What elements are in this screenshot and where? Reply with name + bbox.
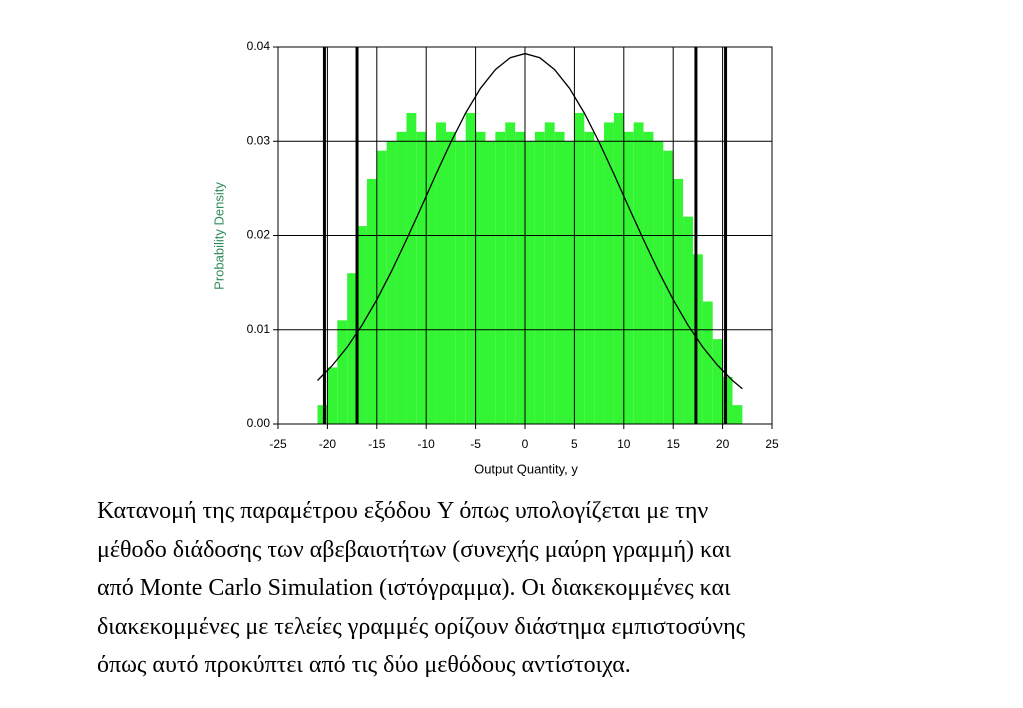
histogram-bar (544, 122, 555, 425)
histogram-bar (653, 141, 664, 424)
histogram-bar (366, 178, 377, 424)
x-tick-label: 0 (522, 437, 529, 451)
x-tick-label: 20 (716, 437, 730, 451)
histogram-bar (416, 131, 427, 424)
caption-line: διακεκομμένες με τελείες γραμμές ορίζουν… (97, 613, 746, 640)
histogram-bar (495, 131, 506, 424)
plot-frame (277, 46, 773, 425)
x-tick-label: 5 (571, 437, 578, 451)
histogram-bar (515, 131, 525, 424)
histogram-bar (633, 122, 644, 425)
x-tick-label: 15 (667, 437, 681, 451)
histogram-bar (722, 376, 733, 424)
histogram-bar (317, 405, 328, 424)
histogram-bar (525, 141, 535, 424)
y-tick-label: 0.04 (247, 39, 271, 53)
y-tick-label: 0.00 (247, 416, 271, 430)
x-tick-label: -15 (368, 437, 386, 451)
caption-line: μέθοδο διάδοσης των αβεβαιοτήτων (συνεχή… (97, 536, 731, 563)
x-axis-label: Output Quantity, y (474, 461, 578, 476)
histogram-bar (584, 131, 595, 424)
histogram-bar (534, 131, 545, 424)
histogram-bar (347, 273, 358, 424)
histogram-bar (436, 122, 446, 425)
caption-line: από Monte Carlo Simulation (ιστόγραμμα).… (97, 575, 731, 601)
histogram-bar (505, 122, 516, 425)
x-tick-label: 25 (765, 437, 779, 451)
histogram-bar (613, 112, 624, 424)
histogram-bar (475, 131, 486, 424)
histogram-bar (455, 141, 466, 424)
x-tick-label: -5 (470, 437, 481, 451)
y-axis-label: Probability Density (211, 182, 226, 290)
caption: Κατανομή της παραμέτρου εξόδου Y όπως υπ… (97, 492, 997, 685)
density-curve (317, 52, 743, 390)
y-tick-label: 0.03 (247, 133, 271, 147)
y-tick-label: 0.02 (247, 228, 271, 242)
histogram-bar (396, 131, 407, 424)
histogram-bar (732, 405, 743, 424)
x-tick-label: -25 (269, 437, 287, 451)
x-tick-label: -20 (319, 437, 337, 451)
histogram-bar (712, 339, 723, 424)
histogram-bar (376, 150, 387, 425)
histogram-bar (426, 141, 437, 424)
caption-line: όπως αυτό προκύπτει από τις δύο μεθόδους… (97, 652, 631, 678)
histogram-bar (594, 141, 605, 424)
histogram-bar (337, 320, 348, 424)
y-tick-label: 0.01 (247, 322, 271, 336)
x-tick-label: 10 (617, 437, 631, 451)
histogram-bar (683, 216, 693, 424)
histogram-bar (623, 131, 634, 424)
histogram-bar (386, 141, 397, 424)
histogram-bar (643, 131, 654, 424)
histogram-bar (445, 131, 456, 424)
histogram-bar (673, 178, 684, 424)
histogram-bar (574, 112, 585, 424)
histogram-bar (702, 301, 713, 424)
x-tick-label: -10 (418, 437, 436, 451)
histogram-bar (406, 112, 417, 424)
histogram-bar (465, 112, 476, 424)
caption-line: Κατανομή της παραμέτρου εξόδου Y όπως υπ… (97, 498, 709, 524)
histogram-bar (663, 150, 674, 425)
chart: Output Quantity, y Probability Density 0… (211, 39, 779, 477)
histogram-bar (564, 141, 575, 424)
histogram-bar (485, 141, 496, 424)
histogram-bar (327, 367, 338, 424)
histogram-bar (554, 131, 565, 424)
histogram-bar (604, 122, 614, 425)
